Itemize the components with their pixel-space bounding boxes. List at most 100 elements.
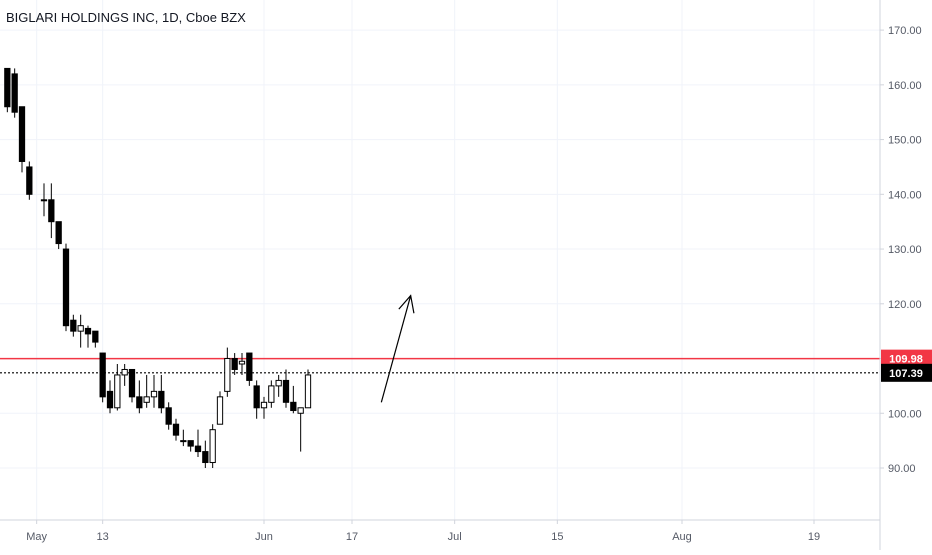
candle xyxy=(297,407,304,452)
x-tick-label: May xyxy=(26,531,47,543)
candle-body xyxy=(150,390,158,398)
candle-body xyxy=(172,423,180,436)
candle xyxy=(11,68,18,118)
y-tick-label: 90.00 xyxy=(888,463,916,475)
candle xyxy=(260,396,268,419)
candle-body xyxy=(26,166,33,195)
candle xyxy=(180,429,187,447)
candle-body xyxy=(290,401,297,412)
candle xyxy=(194,429,202,458)
candle xyxy=(121,364,128,386)
candle xyxy=(238,353,246,375)
candle xyxy=(26,161,33,200)
price-tag-label: 107.39 xyxy=(889,368,923,380)
grid xyxy=(0,0,880,520)
candle xyxy=(224,347,231,397)
candle-body xyxy=(48,199,55,223)
candle xyxy=(62,243,70,332)
candle xyxy=(18,106,26,173)
candle xyxy=(136,380,143,414)
candle-body xyxy=(268,385,275,403)
y-tick-label: 120.00 xyxy=(888,299,922,311)
x-tick-label: Aug xyxy=(672,531,692,543)
candle-body xyxy=(77,325,84,332)
candle xyxy=(209,424,216,468)
candle-body xyxy=(246,352,253,381)
candle xyxy=(165,402,172,430)
candle-body xyxy=(4,67,11,108)
arrow-shaft xyxy=(380,295,412,403)
candle xyxy=(84,325,92,348)
candle-body xyxy=(84,327,92,335)
y-tick-label: 150.00 xyxy=(888,135,922,147)
candle xyxy=(290,385,297,414)
candle xyxy=(268,380,275,408)
candle-body xyxy=(158,390,165,409)
candle xyxy=(202,440,209,468)
last-price-tag xyxy=(881,363,932,382)
candle-body xyxy=(18,106,26,162)
resistance-price-tag xyxy=(881,349,932,368)
candle-body xyxy=(224,358,231,392)
candle-body xyxy=(62,248,70,327)
candle-body xyxy=(180,440,187,443)
candle xyxy=(275,374,282,397)
candle-body xyxy=(297,407,304,414)
y-tick-label: 170.00 xyxy=(888,25,922,37)
candle xyxy=(70,314,77,337)
candle xyxy=(158,374,165,414)
candle xyxy=(4,67,11,113)
candle-body xyxy=(165,407,172,425)
candles xyxy=(4,67,312,468)
candle-body xyxy=(282,379,290,403)
candle xyxy=(187,440,194,452)
candle xyxy=(282,369,290,408)
candle-body xyxy=(253,385,260,409)
candle-body xyxy=(99,352,106,398)
price-lines xyxy=(0,357,880,374)
candle-body xyxy=(114,374,121,409)
candle xyxy=(92,330,99,348)
x-tick-label: 15 xyxy=(551,531,563,543)
candle-body xyxy=(121,368,128,376)
candle-body xyxy=(260,401,268,409)
candle xyxy=(55,221,62,250)
candle xyxy=(48,183,55,239)
y-tick-label: 160.00 xyxy=(888,80,922,92)
x-tick-label: 17 xyxy=(346,531,358,543)
candle xyxy=(304,369,312,409)
candle xyxy=(143,374,150,408)
candle-body xyxy=(194,445,202,453)
candle xyxy=(106,380,114,414)
candle-body xyxy=(275,379,282,387)
candle-body xyxy=(128,368,136,398)
candle-body xyxy=(55,221,62,245)
x-tick-label: Jun xyxy=(255,531,273,543)
x-tick-label: 13 xyxy=(97,531,109,543)
candle xyxy=(172,418,180,441)
candle-body xyxy=(231,358,238,370)
candle-body xyxy=(92,330,99,343)
candle-body xyxy=(143,396,150,403)
candle-body xyxy=(40,199,48,202)
candle xyxy=(231,353,238,375)
candle xyxy=(128,368,136,403)
candle-body xyxy=(106,390,114,409)
candle-body xyxy=(209,429,216,464)
y-tick-label: 140.00 xyxy=(888,189,922,201)
candle xyxy=(99,352,106,403)
candle-body xyxy=(202,451,209,464)
candle xyxy=(150,374,158,408)
arrow-head xyxy=(398,294,415,314)
chart-title: BIGLARI HOLDINGS INC, 1D, Cboe BZX xyxy=(6,10,246,25)
candle xyxy=(40,183,48,217)
candle-body xyxy=(304,374,312,409)
x-tick-label: Jul xyxy=(448,531,462,543)
candle-body xyxy=(187,440,194,447)
candle-body xyxy=(238,360,246,365)
candle-body xyxy=(216,396,224,425)
annotations xyxy=(380,294,415,403)
